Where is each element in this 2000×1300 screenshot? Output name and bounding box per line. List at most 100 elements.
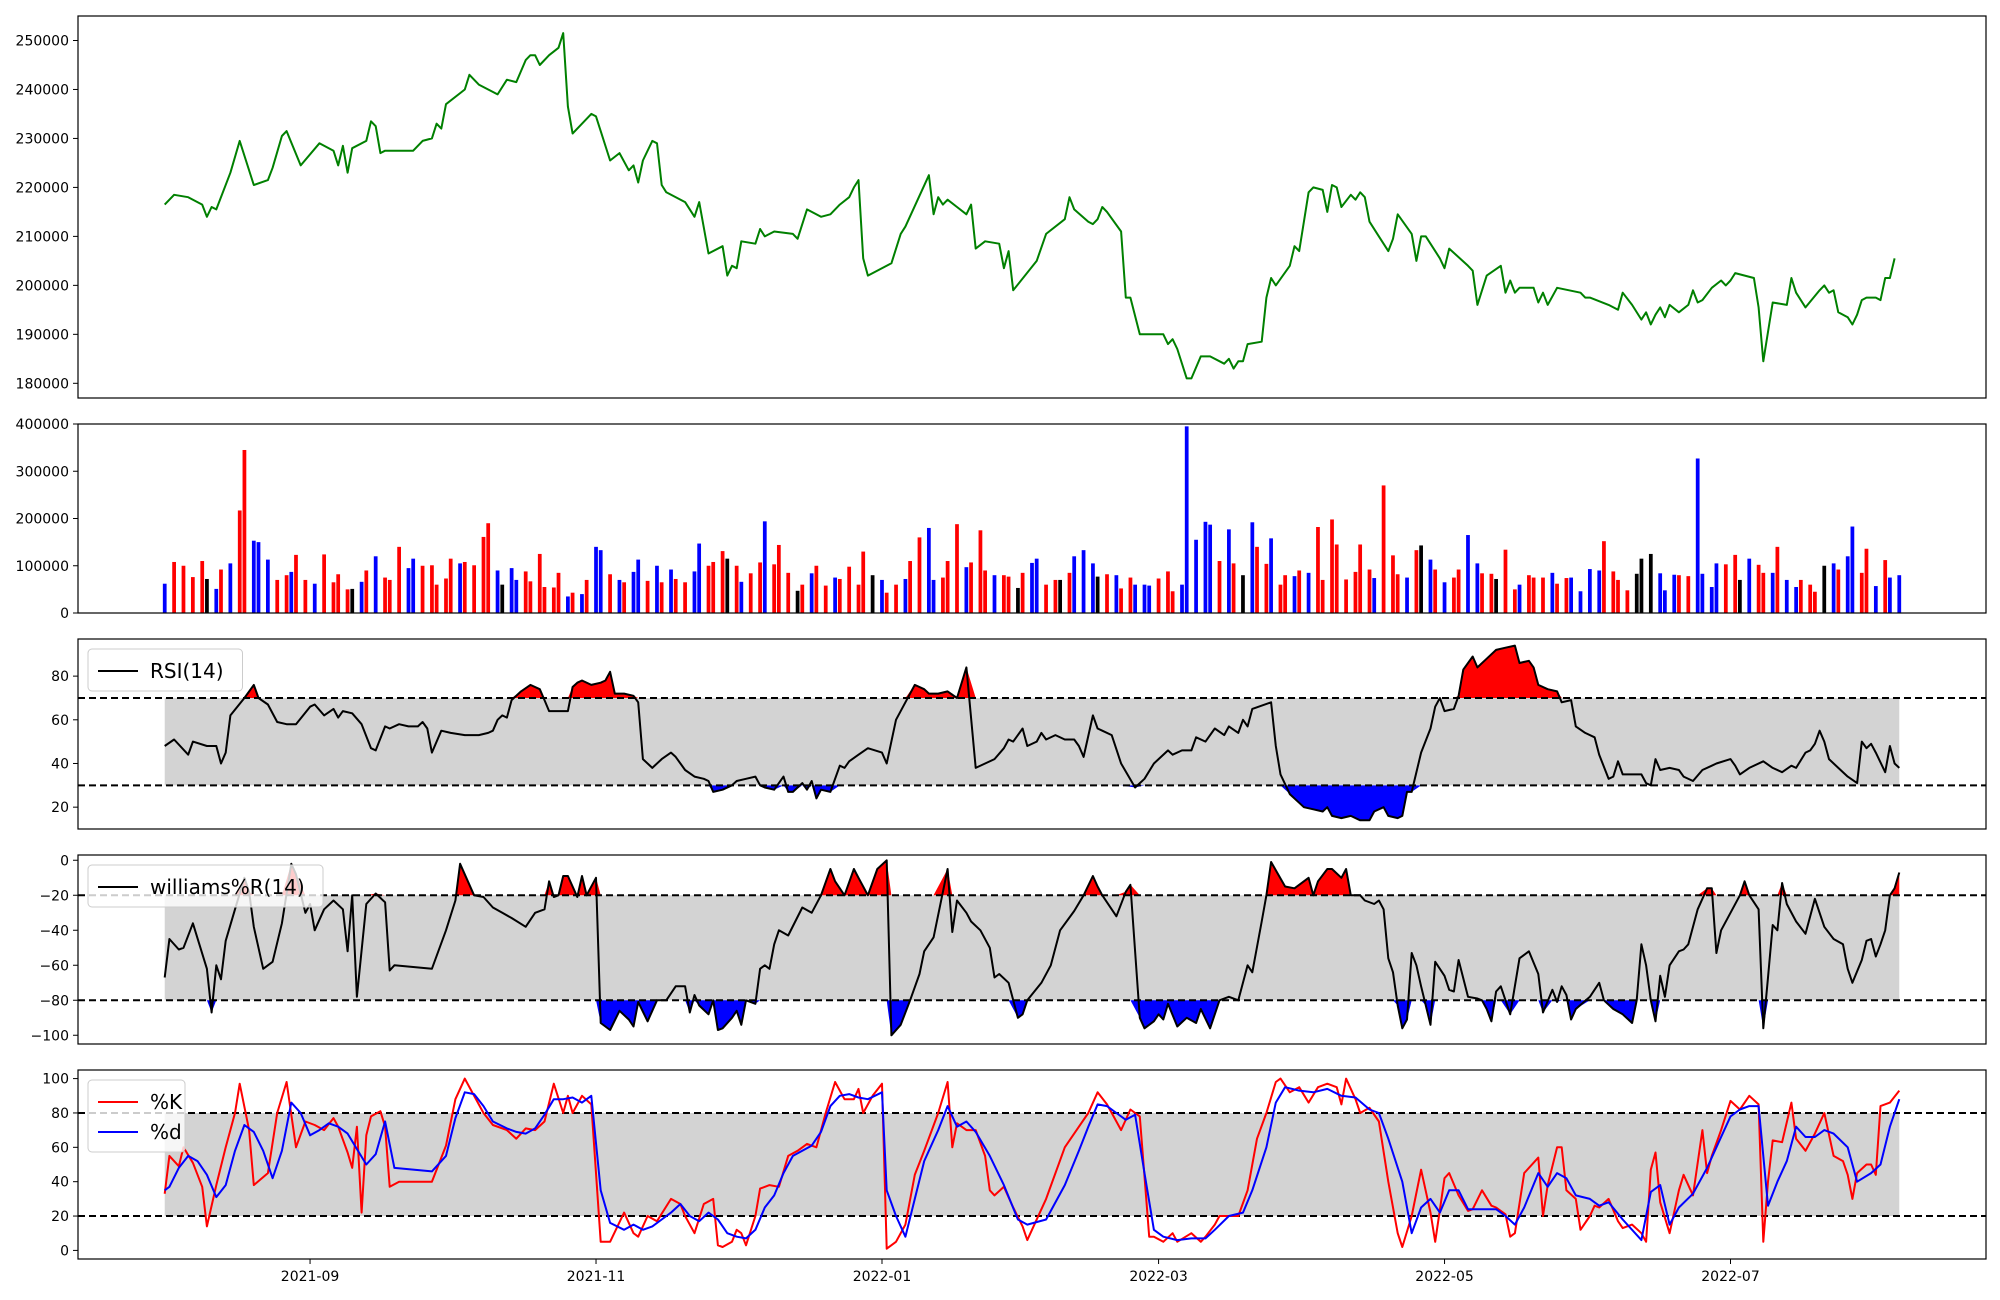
volume-bar <box>1396 574 1400 613</box>
volume-bar <box>1316 527 1320 613</box>
volume-bar <box>918 537 922 613</box>
volume-bar <box>313 584 317 613</box>
volume-bar <box>1846 556 1850 613</box>
volume-bar <box>1091 563 1095 613</box>
volume-bar <box>1358 544 1362 613</box>
stochastic-ytick-label: 0 <box>60 1243 69 1259</box>
williams-band <box>165 895 1900 1000</box>
volume-bar <box>529 581 533 613</box>
volume-bar <box>1785 580 1789 613</box>
volume-bar <box>374 556 378 613</box>
volume-bar <box>1513 589 1517 613</box>
price-ytick-label: 240000 <box>16 82 69 98</box>
williams-ytick-label: −60 <box>39 958 69 974</box>
xtick-label: 2021-11 <box>567 1269 626 1285</box>
volume-bar <box>266 560 270 613</box>
volume-ytick-label: 400000 <box>16 417 69 433</box>
stochastic-plot-area <box>78 1079 1986 1249</box>
volume-bar <box>1016 588 1020 613</box>
stochastic-legend: %K %d <box>88 1080 185 1152</box>
volume-bar <box>510 568 514 613</box>
volume-bar <box>1799 580 1803 613</box>
volume-bar <box>435 585 439 613</box>
volume-bar <box>1579 591 1583 613</box>
volume-bar <box>449 559 453 613</box>
volume-bar <box>1757 565 1761 613</box>
stochastic-panel: 0204060801002021-09 2021-11 2022-01 2022-03… <box>42 1070 1986 1285</box>
price-ytick-label: 220000 <box>16 180 69 196</box>
volume-bar <box>711 562 715 613</box>
volume-bar <box>969 562 973 613</box>
volume-bar <box>191 577 195 613</box>
volume-bar <box>205 579 209 613</box>
volume-bar <box>1457 570 1461 613</box>
volume-bar <box>796 591 800 613</box>
volume-bar <box>1672 575 1676 613</box>
volume-bar <box>397 547 401 613</box>
volume-bar <box>1133 585 1137 613</box>
volume-bar <box>1232 563 1236 613</box>
volume-bar <box>1372 578 1376 613</box>
volume-bar <box>1602 541 1606 613</box>
xtick-label: 2022-05 <box>1415 1269 1474 1285</box>
williams-plot-area <box>78 860 1986 1035</box>
volume-bar <box>772 564 776 613</box>
williams-ytick-label: −80 <box>39 993 69 1009</box>
rsi-plot-area <box>78 646 1986 821</box>
volume-bar <box>904 579 908 613</box>
volume-bar <box>1180 585 1184 613</box>
volume-bar <box>1433 570 1437 613</box>
price-ytick-label: 180000 <box>16 376 69 392</box>
volume-panel: 0 100000 200000 300000 400000 <box>16 417 1986 622</box>
volume-bar <box>758 562 762 613</box>
volume-bar <box>580 594 584 613</box>
stochastic-legend-label: %K <box>150 1090 183 1114</box>
williams-ytick-label: −100 <box>31 1028 69 1044</box>
volume-bar <box>1504 550 1508 613</box>
volume-bar <box>1874 586 1878 613</box>
volume-bar <box>1635 574 1639 613</box>
volume-bar <box>1119 588 1123 613</box>
volume-bar <box>430 565 434 613</box>
volume-bar <box>1541 578 1545 613</box>
volume-bar <box>1588 569 1592 613</box>
volume-bar <box>1696 458 1700 613</box>
volume-bar <box>1616 580 1620 613</box>
volume-bar <box>1677 575 1681 613</box>
volume-bar <box>824 586 828 613</box>
volume-bar <box>697 544 701 613</box>
volume-bar <box>1640 559 1644 613</box>
volume-bar <box>1865 549 1869 613</box>
stochastic-ytick-label: 40 <box>51 1175 69 1191</box>
volume-bar <box>1279 585 1283 613</box>
price-ytick-label: 250000 <box>16 33 69 49</box>
volume-bar <box>364 570 368 613</box>
volume-bar <box>294 555 298 613</box>
price-ytick-label: 230000 <box>16 131 69 147</box>
williams-overbought-fill <box>165 860 1900 895</box>
williams-ytick-label: −40 <box>39 923 69 939</box>
xtick-label: 2022-01 <box>853 1269 912 1285</box>
stochastic-legend-label: %d <box>150 1120 182 1144</box>
volume-bar <box>861 552 865 613</box>
volume-bar <box>543 587 547 613</box>
volume-bar <box>360 582 364 613</box>
volume-bar <box>1658 573 1662 613</box>
volume-bar <box>1265 564 1269 613</box>
volume-bar <box>814 566 818 613</box>
volume-bar <box>1035 559 1039 613</box>
volume-bar <box>1147 586 1151 613</box>
volume-bar <box>735 566 739 613</box>
volume-bar <box>1761 573 1765 613</box>
price-panel: 180000 190000 200000 210000 220000 230000 2400… <box>16 16 1986 398</box>
volume-bar <box>1860 573 1864 613</box>
volume-bar <box>946 561 950 613</box>
xtick-label: 2021-09 <box>281 1269 340 1285</box>
volume-bar <box>636 560 640 613</box>
volume-bar <box>1283 575 1287 613</box>
volume-bar <box>618 580 622 613</box>
volume-bar <box>941 578 945 613</box>
volume-bar <box>1527 575 1531 613</box>
volume-bar <box>979 530 983 613</box>
rsi-legend-label: RSI(14) <box>150 659 224 683</box>
